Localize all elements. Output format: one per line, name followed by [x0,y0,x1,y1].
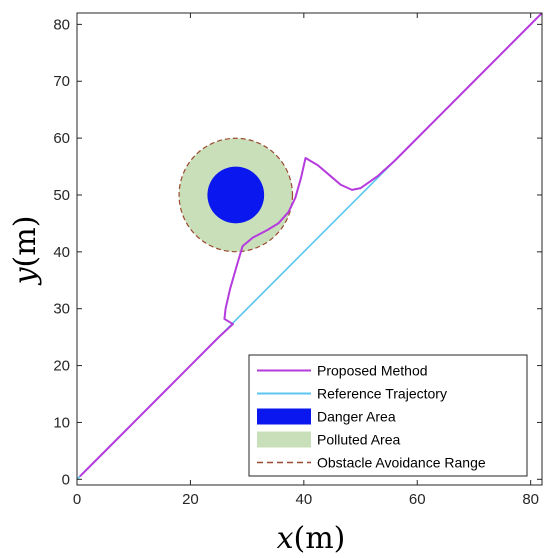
y-tick-label: 20 [53,358,70,375]
y-axis-label: y(m) [8,216,43,287]
y-axis-label-unit: (m) [8,216,43,268]
obstacle-avoidance-range [178,137,294,253]
axes: 0 20 40 60 80 0 10 20 30 40 50 60 70 80 [53,12,543,508]
y-tick-label: 0 [62,471,70,488]
legend-entry-obstacle-avoidance-range: Obstacle Avoidance Range [257,455,486,471]
x-tick-label: 60 [409,491,426,508]
y-tick-label: 30 [53,301,70,318]
x-tick-label: 80 [522,491,539,508]
y-tick-label: 70 [53,73,70,90]
series-line-proposed-method [79,13,542,478]
danger-area [207,166,265,224]
y-tick-label: 40 [53,244,70,261]
y-tick-label: 80 [53,16,70,33]
x-axis-label: x(m) [277,521,346,556]
y-tick-label: 60 [53,130,70,147]
y-tick-label: 50 [53,187,70,204]
x-axis-label-unit: (m) [294,521,346,556]
legend-entry-obstacle-avoidance-range-label: Obstacle Avoidance Range [317,455,486,471]
legend: Proposed Method Reference Trajectory Dange… [248,354,528,477]
legend-entry-danger-area: Danger Area [257,408,396,425]
legend-entry-polluted-area-label: Polluted Area [317,432,400,448]
y-axis-label-variable: y [8,266,43,286]
plot-content [77,13,542,480]
legend-entry-danger-area-swatch [257,408,311,425]
legend-entry-polluted-area: Polluted Area [257,431,400,448]
x-tick-label: 0 [73,491,81,508]
x-tick-label: 20 [182,491,199,508]
legend-entry-polluted-area-swatch [257,431,311,448]
legend-entry-proposed-method: Proposed Method [257,363,428,379]
plot-area [77,13,542,480]
legend-entry-reference-trajectory: Reference Trajectory [257,386,447,402]
legend-entry-proposed-method-label: Proposed Method [317,363,428,379]
axis-labels: x(m) y(m) [8,216,345,556]
x-axis-label-variable: x [277,521,294,556]
legend-entry-danger-area-label: Danger Area [317,409,396,425]
x-tick-label: 40 [295,491,312,508]
axes-frame [76,12,543,486]
legend-entry-reference-trajectory-label: Reference Trajectory [317,386,447,402]
y-tick-label: 10 [53,414,70,431]
